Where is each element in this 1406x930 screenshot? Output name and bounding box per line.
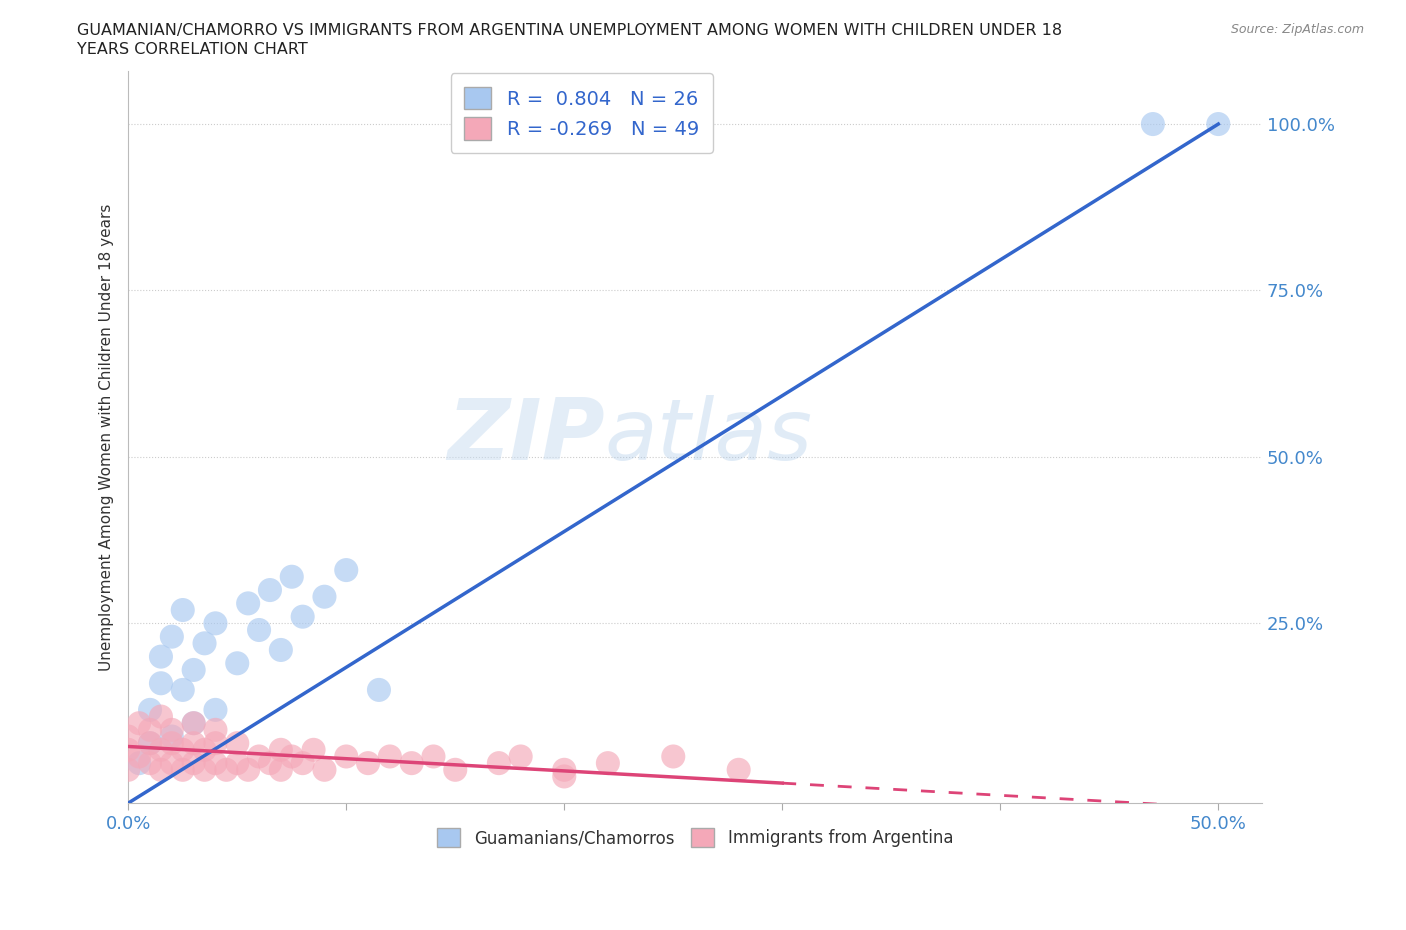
Point xyxy=(302,742,325,757)
Point xyxy=(183,716,205,731)
Point xyxy=(596,756,619,771)
Point xyxy=(236,763,259,777)
Point xyxy=(160,736,183,751)
Point xyxy=(183,736,205,751)
Point xyxy=(226,656,249,671)
Point xyxy=(117,763,139,777)
Point xyxy=(357,756,380,771)
Point xyxy=(509,749,531,764)
Point xyxy=(314,763,336,777)
Point xyxy=(422,749,444,764)
Point xyxy=(193,742,215,757)
Point xyxy=(139,736,162,751)
Point xyxy=(149,763,172,777)
Text: Source: ZipAtlas.com: Source: ZipAtlas.com xyxy=(1230,23,1364,36)
Point xyxy=(314,590,336,604)
Point xyxy=(270,742,292,757)
Point xyxy=(183,662,205,677)
Point xyxy=(204,702,226,717)
Point xyxy=(662,749,685,764)
Point xyxy=(204,723,226,737)
Point xyxy=(553,763,575,777)
Point xyxy=(160,756,183,771)
Point xyxy=(160,723,183,737)
Point xyxy=(291,756,314,771)
Point xyxy=(727,763,749,777)
Point xyxy=(183,716,205,731)
Point xyxy=(247,622,270,637)
Point xyxy=(160,630,183,644)
Point xyxy=(139,756,162,771)
Text: ZIP: ZIP xyxy=(447,395,605,478)
Point xyxy=(128,749,150,764)
Point xyxy=(172,603,194,618)
Point xyxy=(401,756,423,771)
Point xyxy=(335,749,357,764)
Point xyxy=(247,749,270,764)
Point xyxy=(128,716,150,731)
Point xyxy=(160,729,183,744)
Point xyxy=(226,736,249,751)
Point xyxy=(291,609,314,624)
Point xyxy=(281,569,304,584)
Point xyxy=(139,736,162,751)
Point xyxy=(172,683,194,698)
Point xyxy=(149,676,172,691)
Legend: Guamanians/Chamorros, Immigrants from Argentina: Guamanians/Chamorros, Immigrants from Ar… xyxy=(423,815,966,860)
Point xyxy=(183,756,205,771)
Point xyxy=(281,749,304,764)
Point xyxy=(149,649,172,664)
Point xyxy=(378,749,401,764)
Point xyxy=(215,763,238,777)
Point xyxy=(444,763,467,777)
Point xyxy=(117,729,139,744)
Point xyxy=(259,582,281,597)
Point xyxy=(117,742,139,757)
Text: GUAMANIAN/CHAMORRO VS IMMIGRANTS FROM ARGENTINA UNEMPLOYMENT AMONG WOMEN WITH CH: GUAMANIAN/CHAMORRO VS IMMIGRANTS FROM AR… xyxy=(77,23,1063,38)
Point xyxy=(226,756,249,771)
Point xyxy=(149,742,172,757)
Point xyxy=(128,756,150,771)
Point xyxy=(204,736,226,751)
Text: atlas: atlas xyxy=(605,395,813,478)
Point xyxy=(335,563,357,578)
Point xyxy=(204,756,226,771)
Point xyxy=(270,643,292,658)
Point xyxy=(193,636,215,651)
Text: YEARS CORRELATION CHART: YEARS CORRELATION CHART xyxy=(77,42,308,57)
Point xyxy=(236,596,259,611)
Point xyxy=(172,763,194,777)
Point xyxy=(1142,116,1164,131)
Point xyxy=(1206,116,1229,131)
Y-axis label: Unemployment Among Women with Children Under 18 years: Unemployment Among Women with Children U… xyxy=(100,204,114,671)
Point xyxy=(270,763,292,777)
Point xyxy=(139,702,162,717)
Point xyxy=(553,769,575,784)
Point xyxy=(149,709,172,724)
Point xyxy=(488,756,510,771)
Point xyxy=(172,742,194,757)
Point xyxy=(193,763,215,777)
Point xyxy=(368,683,391,698)
Point xyxy=(139,723,162,737)
Point xyxy=(204,616,226,631)
Point xyxy=(259,756,281,771)
